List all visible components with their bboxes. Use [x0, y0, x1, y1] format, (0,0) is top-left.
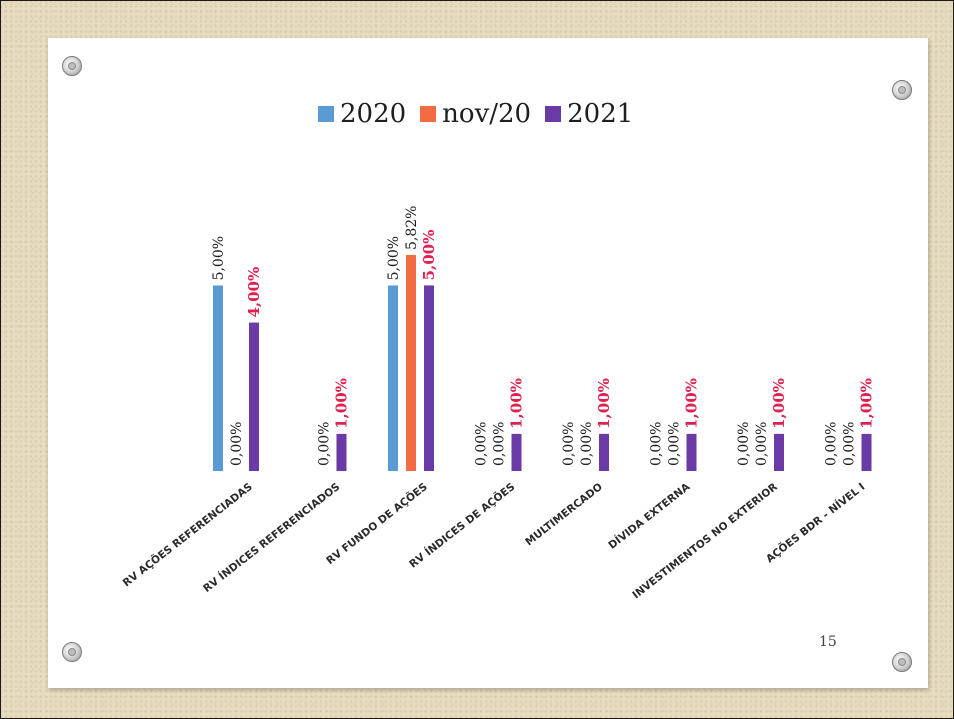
category-label-rv-indices-referenciados: RV ÍNDICES REFERENCIADOS [200, 480, 342, 595]
data-label-2020-rv-indices-de-acoes: 0,00% [474, 422, 490, 466]
legend-swatch-2020 [318, 106, 334, 122]
legend-swatch-nov20 [420, 106, 437, 122]
data-label-2020-rv-acoes-referenciadas: 5,00% [211, 236, 227, 280]
data-label-2021-acoes-bdr-nivel-i: 1,00% [858, 378, 876, 429]
bar-2021-divida-externa [686, 433, 697, 471]
data-label-2020-investimentos-no-exterior: 0,00% [736, 422, 752, 466]
legend-label-nov20: nov/20 [442, 99, 532, 129]
legend-label-2021: 2021 [567, 99, 634, 129]
bar-2020-rv-fundo-de-acoes [388, 285, 398, 471]
legend-label-2020: 2020 [340, 99, 407, 129]
data-label-nov-20-acoes-bdr-nivel-i: 0,00% [842, 422, 858, 466]
bar-2021-investimentos-no-exterior [774, 433, 784, 471]
bar-2021-acoes-bdr-nivel-i [861, 433, 872, 471]
category-label-investimentos-no-exterior: INVESTIMENTOS NO EXTERIOR [630, 481, 779, 601]
data-label-nov-20-divida-externa: 0,00% [667, 422, 683, 466]
category-label-multimercado: MULTIMERCADO [523, 481, 605, 548]
data-label-2021-multimercado: 1,00% [595, 378, 613, 429]
data-label-2020-acoes-bdr-nivel-i: 0,00% [824, 422, 840, 466]
data-label-2020-rv-fundo-de-acoes: 5,00% [386, 236, 402, 280]
data-label-2021-rv-indices-de-acoes: 1,00% [508, 378, 526, 429]
category-label-acoes-bdr-nivel-i: AÇÕES BDR - NÍVEL I [763, 480, 867, 565]
data-label-2021-rv-fundo-de-acoes: 5,00% [420, 230, 438, 281]
data-label-nov-20-multimercado: 0,00% [579, 422, 595, 466]
data-label-nov-20-rv-fundo-de-acoes: 5,82% [404, 206, 420, 250]
data-label-2020-multimercado: 0,00% [561, 422, 577, 466]
data-label-2020-divida-externa: 0,00% [649, 422, 665, 466]
bar-2021-multimercado [599, 433, 609, 471]
data-label-nov-20-investimentos-no-exterior: 0,00% [754, 422, 770, 466]
data-label-2021-divida-externa: 1,00% [683, 378, 701, 429]
page-number: 15 [819, 634, 837, 650]
screw-top-right-icon [892, 80, 912, 100]
chart-legend: 2020 nov/20 2021 [318, 94, 633, 134]
screw-top-left-icon [62, 56, 82, 76]
data-label-2021-rv-indices-referenciados: 1,00% [333, 378, 351, 429]
data-label-nov-20-rv-indices-de-acoes: 0,00% [492, 422, 508, 466]
bar-2021-rv-acoes-referenciadas [249, 322, 259, 471]
screw-bottom-right-icon [892, 652, 912, 672]
bar-2021-rv-indices-de-acoes [511, 433, 522, 471]
data-label-nov-20-rv-indices-referenciados: 0,00% [317, 422, 333, 466]
category-label-divida-externa: DÍVIDA EXTERNA [606, 480, 693, 552]
bar-2020-rv-acoes-referenciadas [213, 285, 223, 471]
bar-2021-rv-fundo-de-acoes [424, 285, 434, 471]
legend-item-nov20: nov/20 [420, 99, 531, 129]
bar-2021-rv-indices-referenciados [336, 433, 347, 471]
screw-bottom-left-icon [62, 642, 82, 662]
legend-item-2020: 2020 [318, 99, 406, 129]
data-label-2021-investimentos-no-exterior: 1,00% [770, 378, 788, 429]
data-label-nov-20-rv-acoes-referenciadas: 0,00% [229, 422, 245, 466]
data-label-2021-rv-acoes-referenciadas: 4,00% [245, 267, 263, 318]
category-label-rv-fundo-de-acoes: RV FUNDO DE AÇÕES [324, 480, 430, 567]
legend-item-2021: 2021 [545, 99, 633, 129]
bar-nov-20-rv-fundo-de-acoes [406, 255, 416, 471]
legend-swatch-2021 [545, 106, 562, 122]
slide-board: 2020 nov/20 2021 15 [48, 38, 928, 688]
